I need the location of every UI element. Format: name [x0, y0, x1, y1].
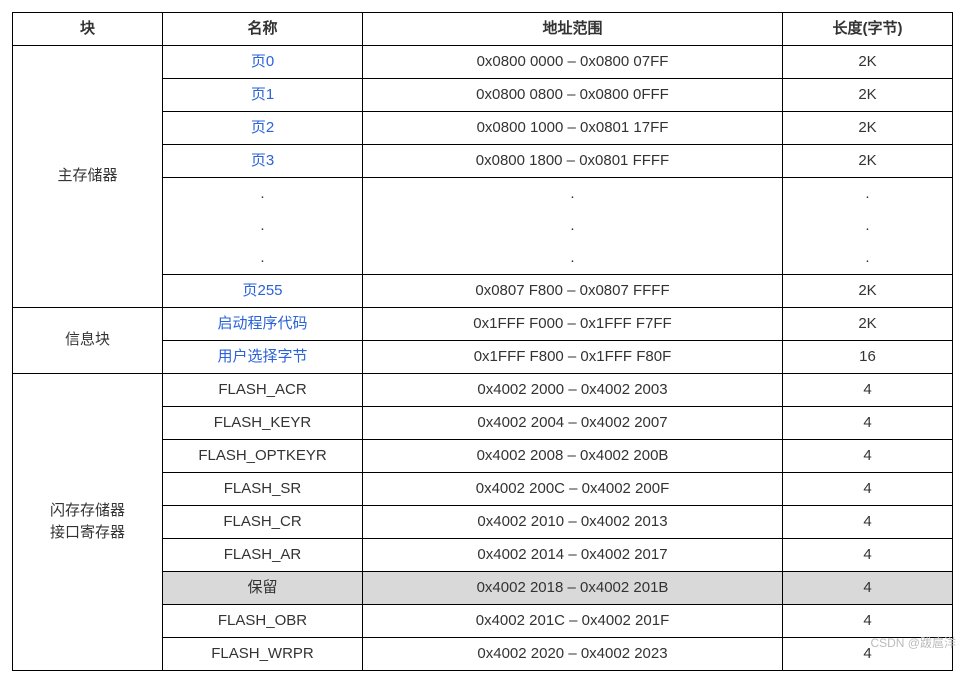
cell-addr: 0x1FFF F000 – 0x1FFF F7FF: [363, 308, 783, 341]
cell-name: FLASH_OBR: [163, 605, 363, 638]
cell-addr: .: [363, 210, 783, 242]
flash-row: 闪存存储器接口寄存器FLASH_ACR0x4002 2000 – 0x4002 …: [13, 374, 953, 407]
cell-name: 启动程序代码: [163, 308, 363, 341]
main-row: 主存储器页00x0800 0000 – 0x0800 07FF2K: [13, 46, 953, 79]
cell-len: 2K: [783, 145, 953, 178]
cell-name-text: 用户选择字节: [217, 348, 307, 365]
cell-name: FLASH_KEYR: [163, 407, 363, 440]
cell-addr: 0x4002 2014 – 0x4002 2017: [363, 539, 783, 572]
cell-name-text: 启动程序代码: [217, 315, 307, 332]
block-main: 主存储器: [13, 46, 163, 308]
cell-addr: 0x1FFF F800 – 0x1FFF F80F: [363, 341, 783, 374]
cell-len: 2K: [783, 79, 953, 112]
cell-addr: 0x4002 2000 – 0x4002 2003: [363, 374, 783, 407]
cell-len: 2K: [783, 275, 953, 308]
cell-name: 页255: [163, 275, 363, 308]
cell-len: 4: [783, 506, 953, 539]
cell-len: .: [783, 210, 953, 242]
cell-len: 4: [783, 539, 953, 572]
cell-name: .: [163, 210, 363, 242]
cell-name: FLASH_OPTKEYR: [163, 440, 363, 473]
cell-addr: .: [363, 242, 783, 275]
cell-addr: 0x4002 2004 – 0x4002 2007: [363, 407, 783, 440]
cell-name-text: 页2: [251, 119, 274, 136]
cell-len: 4: [783, 572, 953, 605]
cell-name-text: 页1: [251, 86, 274, 103]
cell-name: FLASH_AR: [163, 539, 363, 572]
table-header-row: 块 名称 地址范围 长度(字节): [13, 13, 953, 46]
col-addr: 地址范围: [363, 13, 783, 46]
cell-addr: 0x4002 2020 – 0x4002 2023: [363, 638, 783, 671]
info-row: 信息块启动程序代码0x1FFF F000 – 0x1FFF F7FF2K: [13, 308, 953, 341]
cell-name: FLASH_SR: [163, 473, 363, 506]
cell-name: 页0: [163, 46, 363, 79]
col-name: 名称: [163, 13, 363, 46]
cell-len: 4: [783, 605, 953, 638]
cell-len: 4: [783, 473, 953, 506]
cell-len: 2K: [783, 46, 953, 79]
cell-len: 16: [783, 341, 953, 374]
cell-name: FLASH_CR: [163, 506, 363, 539]
cell-len: 4: [783, 440, 953, 473]
cell-name-text: 页3: [251, 152, 274, 169]
cell-name-text: 页255: [242, 282, 282, 299]
cell-addr: 0x4002 201C – 0x4002 201F: [363, 605, 783, 638]
cell-name: 页3: [163, 145, 363, 178]
cell-addr: 0x4002 200C – 0x4002 200F: [363, 473, 783, 506]
col-block: 块: [13, 13, 163, 46]
cell-name: FLASH_WRPR: [163, 638, 363, 671]
flash-memory-table: 块 名称 地址范围 长度(字节) 主存储器 页0 0x0800 0000 – 0x0…: [12, 12, 953, 671]
cell-addr: 0x0800 0000 – 0x0800 07FF: [363, 46, 783, 79]
cell-name: 页1: [163, 79, 363, 112]
cell-addr: 0x0800 1000 – 0x0801 17FF: [363, 112, 783, 145]
cell-len: .: [783, 178, 953, 211]
cell-addr: 0x4002 2008 – 0x4002 200B: [363, 440, 783, 473]
cell-addr: 0x4002 2010 – 0x4002 2013: [363, 506, 783, 539]
cell-addr: 0x0800 0800 – 0x0800 0FFF: [363, 79, 783, 112]
cell-addr: 0x0807 F800 – 0x0807 FFFF: [363, 275, 783, 308]
cell-name: 用户选择字节: [163, 341, 363, 374]
cell-len: 4: [783, 407, 953, 440]
cell-addr: .: [363, 178, 783, 211]
block-flash: 闪存存储器接口寄存器: [13, 374, 163, 671]
cell-addr: 0x4002 2018 – 0x4002 201B: [363, 572, 783, 605]
cell-name: .: [163, 178, 363, 211]
cell-name: 页2: [163, 112, 363, 145]
cell-name: 保留: [163, 572, 363, 605]
cell-addr: 0x0800 1800 – 0x0801 FFFF: [363, 145, 783, 178]
cell-name: .: [163, 242, 363, 275]
col-len: 长度(字节): [783, 13, 953, 46]
cell-len: 4: [783, 374, 953, 407]
cell-len: 2K: [783, 112, 953, 145]
cell-name: FLASH_ACR: [163, 374, 363, 407]
cell-len: 2K: [783, 308, 953, 341]
cell-name-text: 页0: [251, 53, 274, 70]
watermark: CSDN @跋扈洋: [870, 634, 956, 651]
block-info: 信息块: [13, 308, 163, 374]
cell-len: .: [783, 242, 953, 275]
